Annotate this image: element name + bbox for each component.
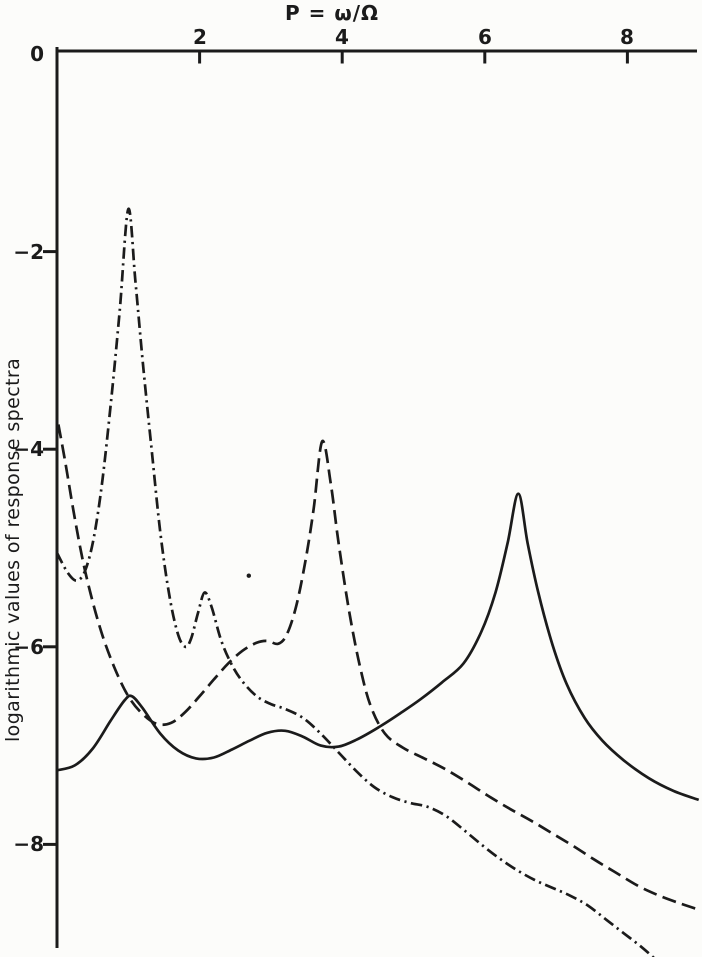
curve-dashed bbox=[57, 424, 700, 911]
x-axis-title: P = ω/Ω bbox=[284, 1, 380, 25]
y-tick-label-neg6: −6 bbox=[13, 635, 44, 659]
x-tick-label-6: 6 bbox=[478, 25, 492, 49]
y-tick-label-neg8: −8 bbox=[13, 832, 44, 856]
curve-dashdot bbox=[55, 207, 655, 957]
stray-dot-artifact bbox=[246, 573, 251, 578]
y-tick-label-neg2: −2 bbox=[13, 240, 44, 264]
curve-solid bbox=[56, 492, 700, 802]
y-axis-title: logarithmic values of response spectra bbox=[2, 357, 24, 743]
x-tick-label-4: 4 bbox=[335, 25, 349, 49]
y-tick-label-neg4: −4 bbox=[13, 437, 44, 461]
x-tick-label-8: 8 bbox=[620, 25, 634, 49]
y-tick-label-0: 0 bbox=[30, 42, 44, 66]
x-tick-label-2: 2 bbox=[193, 25, 207, 49]
